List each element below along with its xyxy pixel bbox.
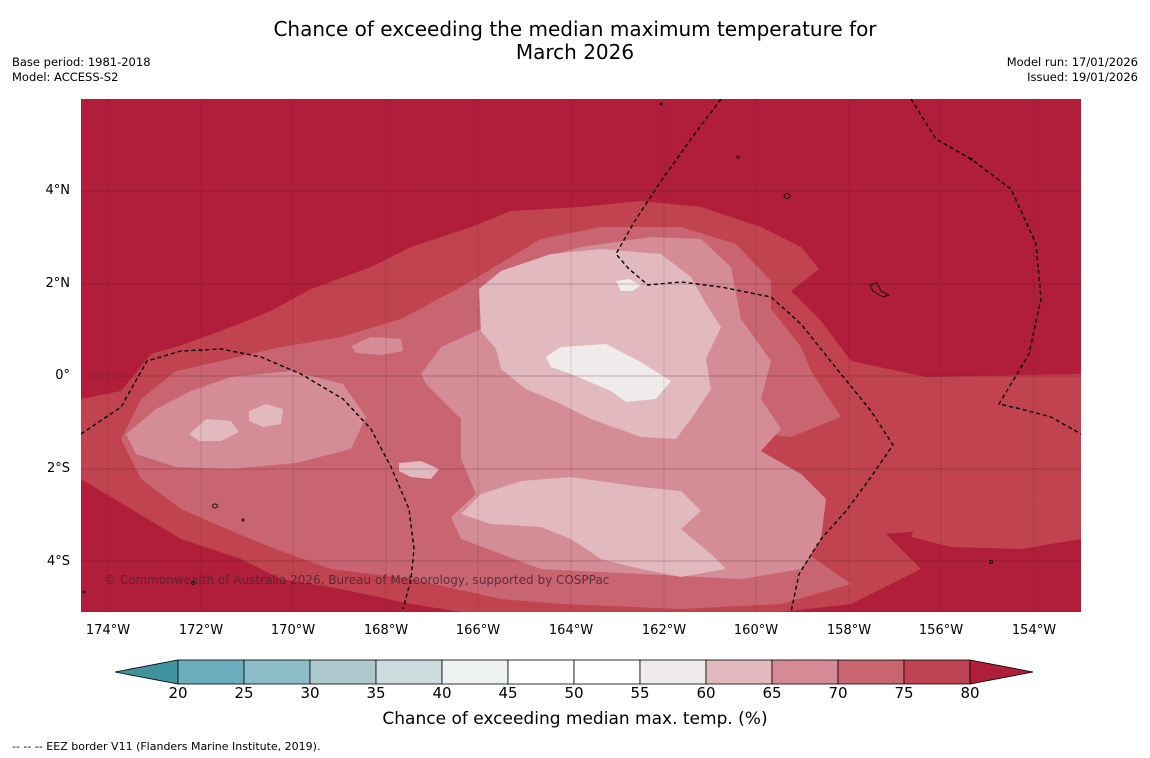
region-55-small <box>616 279 641 291</box>
region-55 <box>546 344 671 402</box>
region-60-small <box>399 461 439 479</box>
lon-label-172w: 172°W <box>178 623 224 638</box>
map-title: Chance of exceeding the median maximum t… <box>0 18 1150 64</box>
colorbar-tick: 45 <box>498 684 518 702</box>
colorbar-segment <box>903 659 971 685</box>
lat-label-2s: 2°S <box>46 461 70 476</box>
eez-borders <box>81 99 1081 612</box>
lon-label-174w: 174°W <box>85 623 131 638</box>
eez-footnote: -- -- -- EEZ border V11 (Flanders Marine… <box>12 740 321 753</box>
lat-label-2n: 2°N <box>45 276 71 291</box>
colorbar-segment <box>639 659 707 685</box>
colorbar-segment <box>177 659 245 685</box>
copyright-notice: © Commonwealth of Australia 2026, Bureau… <box>104 573 610 587</box>
colorbar-segment <box>837 659 905 685</box>
lon-label-154w: 154°W <box>1011 623 1057 638</box>
region-65-small <box>351 337 403 355</box>
colorbar-tick: 25 <box>234 684 254 702</box>
colorbar-tick: 80 <box>960 684 980 702</box>
title-line-1: Chance of exceeding the median maximum t… <box>273 17 877 41</box>
lon-label-156w: 156°W <box>918 623 964 638</box>
meta-left: Base period: 1981-2018 Model: ACCESS-S2 <box>12 55 151 85</box>
lat-label-4n: 4°N <box>45 183 71 198</box>
lon-label-162w: 162°W <box>641 623 687 638</box>
colorbar-segment <box>507 659 575 685</box>
colorbar-segment <box>705 659 773 685</box>
colorbar-tick: 65 <box>762 684 782 702</box>
lon-label-168w: 168°W <box>363 623 409 638</box>
colorbar-segment <box>771 659 839 685</box>
colorbar-segment <box>309 659 377 685</box>
colorbar-tick: 35 <box>366 684 386 702</box>
title-line-2: March 2026 <box>515 40 635 64</box>
colorbar-tick: 70 <box>828 684 848 702</box>
colorbar-segment <box>243 659 311 685</box>
colorbar-tick: 20 <box>168 684 188 702</box>
model-run: Model run: 17/01/2026 <box>1006 55 1138 69</box>
colorbar-segment <box>375 659 443 685</box>
colorbar-extend-high <box>969 659 1034 685</box>
region-65 <box>126 371 366 469</box>
colorbar-tick: 55 <box>630 684 650 702</box>
probability-map <box>81 99 1081 612</box>
colorbar-tick: 75 <box>894 684 914 702</box>
region-60-west <box>189 419 239 441</box>
colorbar <box>114 658 1037 686</box>
lon-label-166w: 166°W <box>455 623 501 638</box>
region-60-west2 <box>249 404 283 427</box>
region-75-east <box>911 494 1081 549</box>
colorbar-label: Chance of exceeding median max. temp. (%… <box>382 709 768 729</box>
colorbar-segment <box>573 659 641 685</box>
islands <box>82 102 993 594</box>
colorbar-tick: 30 <box>300 684 320 702</box>
issued-date: Issued: 19/01/2026 <box>1027 70 1138 84</box>
colorbar-tick: 60 <box>696 684 716 702</box>
region-60-south <box>461 477 726 577</box>
lon-label-158w: 158°W <box>826 623 872 638</box>
lon-label-170w: 170°W <box>270 623 316 638</box>
colorbar-extend-low <box>114 659 179 685</box>
base-period: Base period: 1981-2018 <box>12 55 151 69</box>
model-name: Model: ACCESS-S2 <box>12 70 119 84</box>
meta-right: Model run: 17/01/2026 Issued: 19/01/2026 <box>1007 55 1138 85</box>
lon-label-160w: 160°W <box>733 623 779 638</box>
lat-label-4s: 4°S <box>46 554 70 569</box>
colorbar-tick: 50 <box>564 684 584 702</box>
colorbar-tick: 40 <box>432 684 452 702</box>
lat-label-0: 0° <box>55 368 70 383</box>
colorbar-segment <box>441 659 509 685</box>
lon-label-164w: 164°W <box>548 623 594 638</box>
graticule <box>81 99 1081 612</box>
